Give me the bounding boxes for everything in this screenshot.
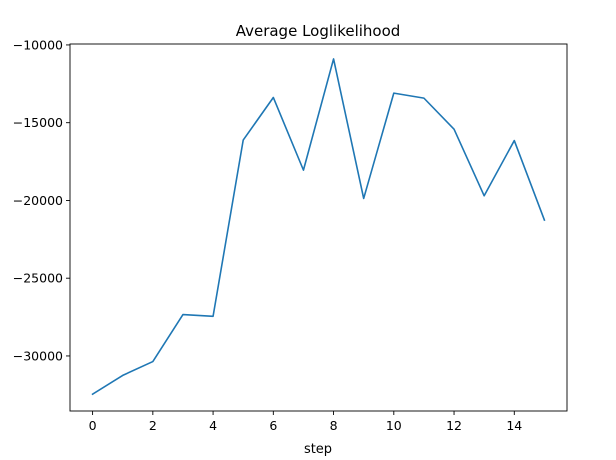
data-point-0-1 (122, 375, 124, 377)
x-axis-title: step (304, 442, 332, 457)
y-tick-label-3: −25000 (13, 271, 63, 286)
x-tick-label-6: 6 (269, 418, 277, 433)
data-point-0-13 (483, 195, 485, 197)
data-point-0-3 (182, 314, 184, 316)
data-point-0-9 (363, 198, 365, 200)
y-tick-label-1: −15000 (13, 115, 63, 130)
plot-area: 0 2 4 6 8 10 12 14 −10000 −15000 −20000 −25000 −3000… (13, 37, 568, 433)
data-point-0-5 (242, 139, 244, 141)
x-tick-label-8: 8 (330, 418, 338, 433)
data-point-0-10 (393, 92, 395, 94)
chart-title: Average Loglikelihood (236, 22, 401, 40)
x-tick-label-2: 2 (149, 418, 157, 433)
data-point-0-12 (453, 128, 455, 130)
data-point-0-4 (212, 315, 214, 317)
data-point-0-14 (513, 140, 515, 142)
y-tick-label-4: −30000 (13, 348, 63, 363)
y-tick-label-2: −20000 (13, 193, 63, 208)
data-point-0-0 (92, 393, 94, 395)
data-line-series-0 (91, 58, 546, 396)
x-tick-label-4: 4 (209, 418, 217, 433)
axes-frame (69, 43, 568, 412)
x-tick-label-12: 12 (446, 418, 462, 433)
data-point-0-2 (152, 361, 154, 363)
data-point-0-7 (303, 169, 305, 171)
data-point-0-11 (423, 97, 425, 99)
y-tick-label-0: −10000 (13, 37, 63, 52)
data-point-0-6 (273, 97, 275, 99)
x-tick-label-14: 14 (506, 418, 522, 433)
data-point-0-8 (333, 58, 335, 60)
x-tick-label-10: 10 (386, 418, 402, 433)
x-tick-label-0: 0 (89, 418, 97, 433)
data-point-0-15 (544, 219, 546, 221)
